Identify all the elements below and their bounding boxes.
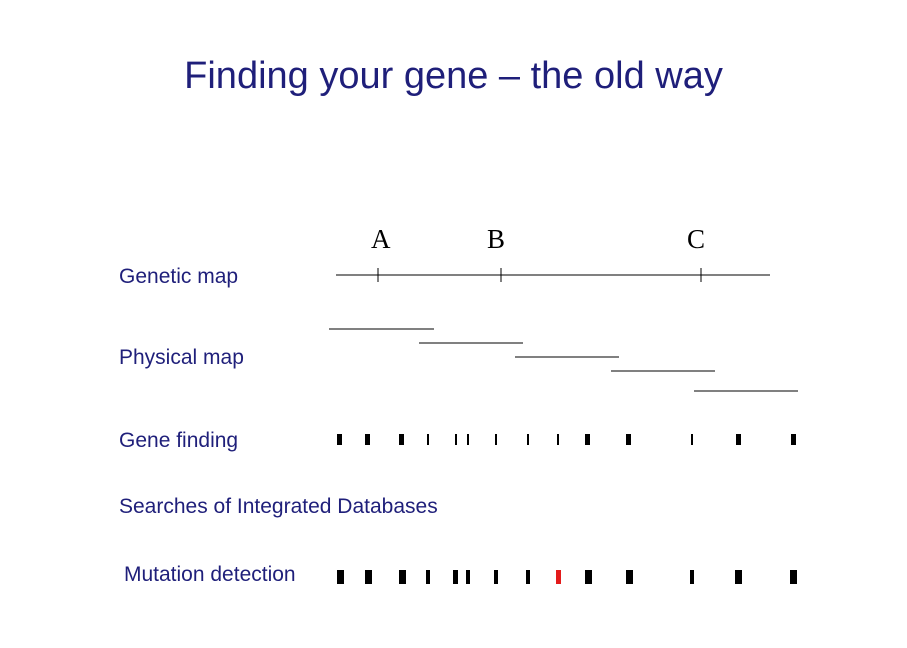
mutation-screen-mark	[453, 570, 458, 584]
gene-candidate-mark	[365, 434, 370, 445]
gene-candidate-mark	[585, 434, 590, 445]
gene-candidate-mark	[467, 434, 469, 445]
gene-candidate-mark	[527, 434, 529, 445]
mutation-detection-label: Mutation detection	[124, 563, 296, 586]
mutation-screen-mark	[626, 570, 633, 584]
mutation-screen-mark	[690, 570, 694, 584]
slide-title: Finding your gene – the old way	[184, 55, 723, 97]
gene-candidate-mark	[791, 434, 796, 445]
mutation-screen-mark	[790, 570, 797, 584]
mutation-screen-mark	[365, 570, 372, 584]
genetic-map-label: Genetic map	[119, 265, 239, 288]
mutation-screen-mark	[494, 570, 498, 584]
marker-label-c: C	[687, 224, 706, 254]
mutation-screen-mark	[735, 570, 742, 584]
mutation-screen-mark	[466, 570, 470, 584]
gene-candidate-mark	[626, 434, 631, 445]
database-searches-label: Searches of Integrated Databases	[119, 495, 438, 518]
gene-candidate-mark	[736, 434, 741, 445]
gene-candidate-mark	[495, 434, 497, 445]
gene-candidate-mark	[557, 434, 559, 445]
mutation-screen-mark	[585, 570, 592, 584]
gene-candidate-mark	[399, 434, 404, 445]
gene-finding-label: Gene finding	[119, 429, 239, 452]
mutation-screen-mark	[426, 570, 430, 584]
gene-candidate-mark	[337, 434, 342, 445]
physical-map-label: Physical map	[119, 346, 244, 369]
mutation-screen-mark	[337, 570, 344, 584]
marker-label-b: B	[487, 224, 506, 254]
mutation-found-mark	[556, 570, 561, 584]
mutation-screen-mark	[526, 570, 530, 584]
mutation-screen-mark	[399, 570, 406, 584]
gene-candidate-mark	[691, 434, 693, 445]
gene-candidate-mark	[427, 434, 429, 445]
gene-candidate-mark	[455, 434, 457, 445]
marker-label-a: A	[371, 224, 391, 254]
